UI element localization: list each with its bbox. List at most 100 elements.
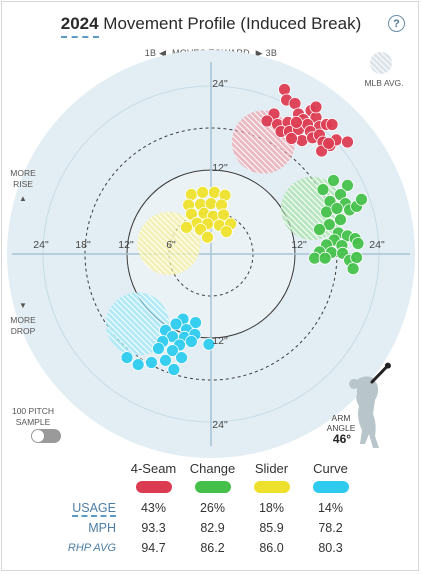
pitch-point-curve bbox=[167, 363, 181, 376]
usage-label: USAGE bbox=[72, 501, 116, 517]
toggle-knob bbox=[32, 430, 44, 442]
pitch-point-curve bbox=[131, 358, 145, 372]
pitch-point-curve bbox=[202, 337, 216, 351]
row-label: RHP AVG bbox=[67, 542, 116, 554]
mlb-avg-icon bbox=[370, 52, 392, 74]
tick-label: 12" bbox=[291, 239, 307, 251]
pitch-point-slider bbox=[184, 188, 198, 201]
pitch-point-curve bbox=[169, 317, 183, 331]
pitch-point-slider bbox=[180, 220, 193, 234]
pitch-point-change bbox=[318, 251, 332, 265]
tick-label: 24" bbox=[369, 239, 385, 251]
pitch-point-change bbox=[316, 183, 330, 197]
pill-cell bbox=[183, 478, 242, 498]
pitch-point-curve bbox=[184, 335, 198, 348]
pitcher-icon bbox=[349, 362, 391, 448]
table-cell: 18% bbox=[258, 501, 285, 515]
pitch-point-change bbox=[334, 213, 347, 227]
pill-cell bbox=[242, 478, 301, 498]
table-cell: 93.3 bbox=[141, 521, 166, 535]
pitch-point-4-seam bbox=[322, 136, 336, 150]
mlb-avg-hatch bbox=[106, 292, 169, 356]
arm-label-line1: ARM bbox=[331, 413, 351, 423]
table-row: RHP AVG 94.7 86.2 86.0 80.3 bbox=[60, 538, 360, 558]
table-header-row: 4-Seam Change Slider Curve bbox=[60, 458, 360, 478]
pitch-point-slider bbox=[184, 207, 198, 221]
more-rise-label: MORE RISE ▲ bbox=[6, 168, 40, 204]
title-year: 2024 bbox=[60, 14, 99, 38]
slider-toggle[interactable] bbox=[253, 480, 290, 493]
pitch-point-change bbox=[330, 202, 344, 215]
pitch-point-4-seam bbox=[289, 116, 303, 129]
arm-label-line2: ANGLE bbox=[326, 423, 356, 433]
table-cell: 14% bbox=[317, 501, 344, 515]
table-cell: 80.3 bbox=[318, 541, 343, 555]
column-header: 4-Seam bbox=[130, 460, 177, 476]
column-header: Change bbox=[189, 460, 236, 476]
four-seam-toggle[interactable] bbox=[135, 480, 172, 493]
more-rise-line1: MORE bbox=[10, 168, 36, 178]
right-arrow-icon: ▶ bbox=[255, 48, 263, 58]
pill-row-label bbox=[60, 478, 124, 498]
pitch-point-4-seam bbox=[295, 134, 309, 148]
pitch-point-change bbox=[355, 192, 368, 206]
pitch-point-curve bbox=[152, 342, 165, 355]
tick-label: 6" bbox=[166, 239, 176, 251]
table-cell: 78.2 bbox=[318, 521, 343, 535]
more-drop-label: ▼ MORE DROP bbox=[6, 300, 40, 337]
page-title: 2024 Movement Profile (Induced Break) bbox=[0, 14, 422, 38]
help-icon[interactable]: ? bbox=[388, 15, 405, 32]
curve-toggle[interactable] bbox=[312, 480, 349, 493]
up-arrow-icon: ▲ bbox=[19, 194, 27, 203]
column-header: Slider bbox=[254, 460, 289, 476]
row-label: USAGE bbox=[60, 498, 124, 518]
tick-label: 12" bbox=[212, 162, 228, 174]
arm-angle-label: ARM ANGLE bbox=[324, 413, 358, 433]
tick-label: 12" bbox=[118, 239, 134, 251]
pitch-point-4-seam bbox=[285, 132, 298, 145]
pitch-point-slider bbox=[219, 225, 233, 239]
sample-toggle-label: 100 PITCH SAMPLE bbox=[8, 406, 58, 428]
down-arrow-icon: ▼ bbox=[19, 301, 27, 310]
change-toggle[interactable] bbox=[194, 480, 231, 493]
pitch-point-4-seam bbox=[325, 118, 339, 131]
pitch-table: 4-Seam Change Slider Curve USAGE 43% 26%… bbox=[60, 458, 360, 558]
column-header: Curve bbox=[313, 460, 348, 476]
pitch-point-4-seam bbox=[278, 83, 291, 96]
sample-toggle[interactable] bbox=[31, 429, 61, 443]
table-cell: 86.2 bbox=[200, 541, 225, 555]
tick-label: 24" bbox=[212, 78, 228, 90]
sample-label-line2: SAMPLE bbox=[15, 417, 51, 427]
pill-row bbox=[60, 478, 360, 498]
pill-cell bbox=[124, 478, 183, 498]
arm-angle-value: 46° bbox=[332, 432, 352, 446]
pitch-point-change bbox=[313, 223, 326, 236]
pitch-point-curve bbox=[145, 356, 158, 369]
tick-label: 24" bbox=[33, 239, 49, 251]
pitch-point-change bbox=[350, 251, 364, 264]
row-label: MPH bbox=[88, 521, 116, 535]
pitch-point-change bbox=[346, 262, 360, 276]
table-cell: 94.7 bbox=[141, 541, 166, 555]
pitch-point-slider bbox=[201, 230, 214, 244]
table-cell: 86.0 bbox=[259, 541, 284, 555]
table-row: USAGE 43% 26% 18% 14% bbox=[60, 498, 360, 518]
pitch-point-curve bbox=[175, 351, 189, 365]
pitch-point-curve bbox=[120, 351, 134, 365]
third-base-label: 3B bbox=[265, 48, 278, 58]
pitch-point-slider bbox=[196, 185, 210, 199]
left-arrow-icon: ◀ bbox=[159, 48, 167, 58]
pitch-point-4-seam bbox=[341, 135, 354, 149]
pill-cell bbox=[301, 478, 360, 498]
table-cell: 85.9 bbox=[259, 521, 284, 535]
tick-label: 12" bbox=[212, 335, 228, 347]
table-corner bbox=[60, 458, 124, 478]
table-cell: 26% bbox=[199, 501, 226, 515]
pitch-point-change bbox=[351, 237, 365, 250]
table-cell: 43% bbox=[140, 501, 167, 515]
pitch-point-slider bbox=[208, 185, 221, 199]
tick-label: 18" bbox=[75, 239, 91, 251]
mlb-avg-label: MLB AVG. bbox=[364, 78, 404, 88]
